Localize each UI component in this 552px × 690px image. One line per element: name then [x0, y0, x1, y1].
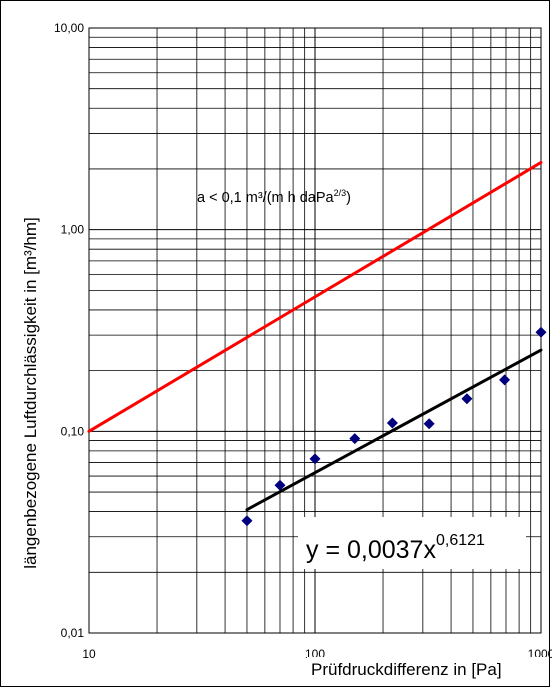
- data-point-diamond: [499, 374, 511, 386]
- data-point-diamond: [241, 515, 253, 527]
- red-reference-line: [87, 160, 543, 433]
- y-axis-title: längenbezogene Luftdurchlässigkeit in [m…: [21, 217, 40, 569]
- data-point-diamond: [461, 393, 473, 405]
- data-point-diamond: [274, 479, 286, 491]
- y-tick-label: 0,01: [61, 626, 85, 640]
- equation-sup: 0,6121: [436, 532, 485, 549]
- data-point-diamond: [349, 433, 361, 445]
- equation-box: y = 0,0037x0,6121: [298, 517, 526, 569]
- y-tick-label: 0,10: [61, 424, 85, 438]
- data-point-diamond: [309, 453, 321, 465]
- data-point-diamond: [386, 417, 398, 429]
- data-point-diamond: [535, 326, 547, 338]
- x-tick-label: 10: [82, 647, 96, 661]
- svg-text:y = 0,0037x0,6121: y = 0,0037x0,6121: [306, 532, 485, 564]
- y-tick-labels: 0,01 0,10 1,00 10,00: [54, 21, 84, 640]
- equation-main: y = 0,0037x: [306, 536, 436, 564]
- y-tick-label: 1,00: [61, 223, 85, 237]
- series-layer: [87, 160, 547, 527]
- fit-trend-line: [245, 348, 543, 512]
- data-point-diamond: [423, 418, 435, 430]
- red-line-annotation-main: a < 0,1 m³/(m h daPa: [197, 190, 335, 206]
- red-line-annotation-end: ): [346, 190, 351, 206]
- x-axis-title: Prüfdruckdifferenz in [Pa]: [311, 660, 502, 679]
- y-tick-label: 10,00: [54, 21, 84, 35]
- svg-text:a < 0,1 m³/(m h daPa2/3): a < 0,1 m³/(m h daPa2/3): [197, 188, 351, 206]
- red-line-annotation-sup: 2/3: [334, 188, 347, 198]
- red-line-annotation: a < 0,1 m³/(m h daPa2/3): [197, 188, 351, 206]
